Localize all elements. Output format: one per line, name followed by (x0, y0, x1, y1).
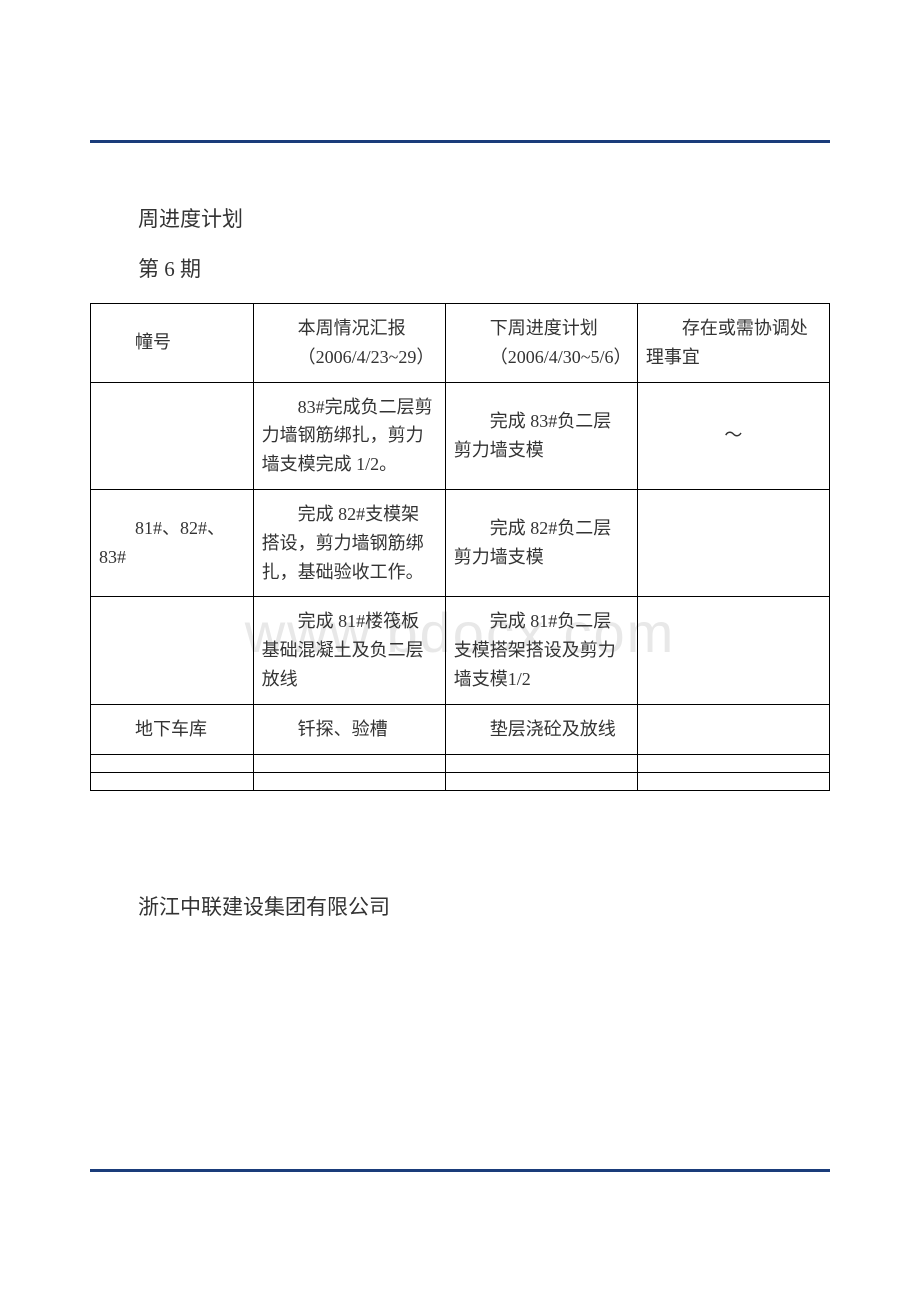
bottom-horizontal-rule (90, 1169, 830, 1172)
document-title: 周进度计划 (138, 203, 830, 233)
progress-table: 幢号 本周情况汇报 （2006/4/23~29） 下周进度计划 （2006/4/… (90, 303, 830, 791)
cell-next-week: 垫层浇砼及放线 (445, 704, 637, 754)
cell-issues (637, 489, 829, 596)
cell-building-no (91, 382, 254, 489)
cell-issues (637, 704, 829, 754)
cell-building-no (91, 597, 254, 704)
table-row: 83#完成负二层剪力墙钢筋绑扎，剪力墙支模完成 1/2。 完成 83#负二层剪力… (91, 382, 830, 489)
table-row: 81#、82#、83# 完成 82#支模架搭设，剪力墙钢筋绑扎，基础验收工作。 … (91, 489, 830, 596)
empty-cell (253, 754, 445, 772)
header-this-week: 本周情况汇报 （2006/4/23~29） (253, 304, 445, 383)
empty-cell (637, 772, 829, 790)
empty-cell (445, 754, 637, 772)
table-row: 地下车库 钎探、验槽 垫层浇砼及放线 (91, 704, 830, 754)
cell-this-week: 完成 81#楼筏板基础混凝土及负二层放线 (253, 597, 445, 704)
empty-cell (253, 772, 445, 790)
cell-this-week: 83#完成负二层剪力墙钢筋绑扎，剪力墙支模完成 1/2。 (253, 382, 445, 489)
empty-cell (91, 772, 254, 790)
header-next-week: 下周进度计划 （2006/4/30~5/6） (445, 304, 637, 383)
cell-this-week: 钎探、验槽 (253, 704, 445, 754)
empty-cell (637, 754, 829, 772)
cell-next-week: 完成 83#负二层剪力墙支模 (445, 382, 637, 489)
cell-building-no: 地下车库 (91, 704, 254, 754)
document-subtitle: 第 6 期 (138, 253, 830, 283)
cell-next-week: 完成 82#负二层剪力墙支模 (445, 489, 637, 596)
table-header-row: 幢号 本周情况汇报 （2006/4/23~29） 下周进度计划 （2006/4/… (91, 304, 830, 383)
cell-this-week: 完成 82#支模架搭设，剪力墙钢筋绑扎，基础验收工作。 (253, 489, 445, 596)
table-empty-row (91, 754, 830, 772)
cell-issues (637, 597, 829, 704)
table-row: 完成 81#楼筏板基础混凝土及负二层放线 完成 81#负二层支模搭架搭设及剪力墙… (91, 597, 830, 704)
table-empty-row (91, 772, 830, 790)
header-issues: 存在或需协调处理事宜 (637, 304, 829, 383)
empty-cell (445, 772, 637, 790)
cell-issues: ～ (637, 382, 829, 489)
header-building-no: 幢号 (91, 304, 254, 383)
top-horizontal-rule (90, 140, 830, 143)
empty-cell (91, 754, 254, 772)
footer-company-name: 浙江中联建设集团有限公司 (138, 891, 830, 921)
cell-next-week: 完成 81#负二层支模搭架搭设及剪力墙支模1/2 (445, 597, 637, 704)
cell-building-no: 81#、82#、83# (91, 489, 254, 596)
